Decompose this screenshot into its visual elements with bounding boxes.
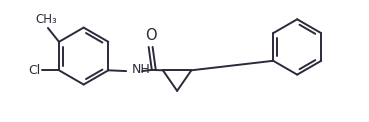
Text: O: O [145,28,156,43]
Text: Cl: Cl [28,64,41,77]
Text: CH₃: CH₃ [36,13,58,26]
Text: NH: NH [131,63,150,76]
